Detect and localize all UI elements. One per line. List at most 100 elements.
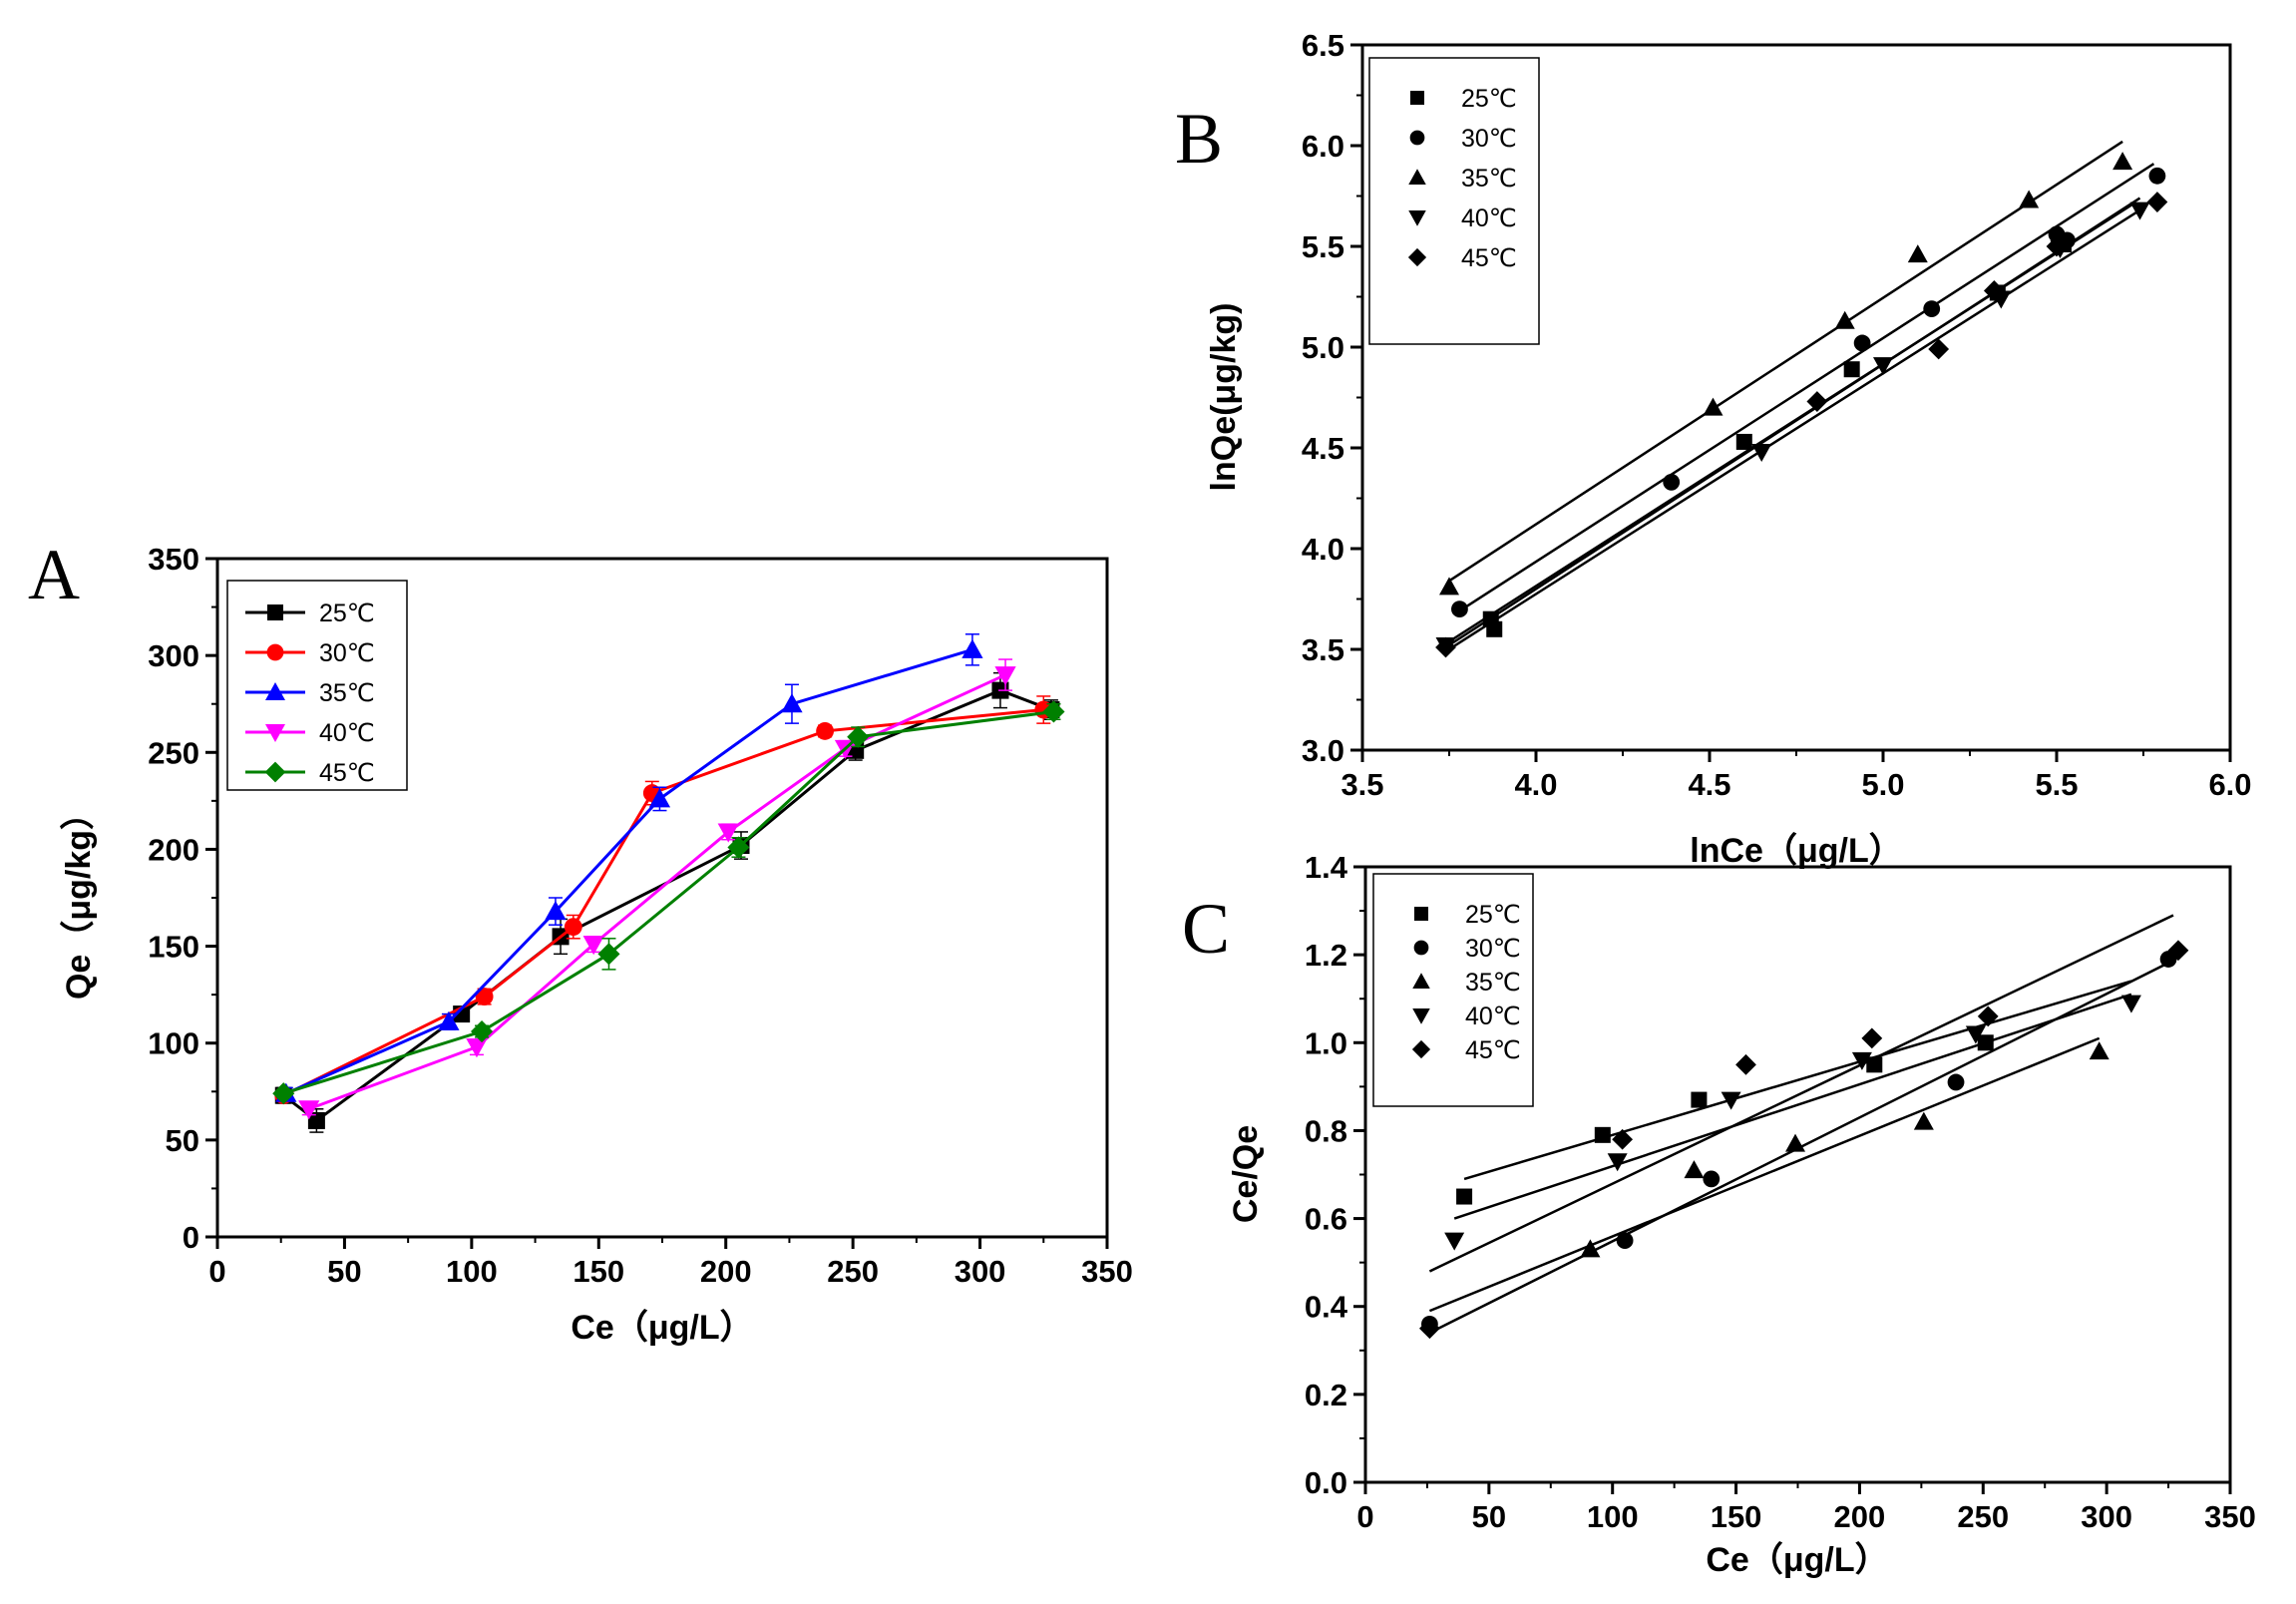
- data-point: [597, 943, 620, 966]
- legend-marker: [264, 761, 286, 783]
- data-point: [298, 1100, 320, 1120]
- legend: 25℃ 30℃ 35℃ 40℃ 45℃: [226, 580, 408, 791]
- legend-marker: [1410, 91, 1424, 105]
- data-point: [1419, 1318, 1440, 1340]
- legend-label: 40℃: [319, 719, 375, 747]
- series-5: [272, 700, 1065, 1105]
- x-tick-label: 100: [1587, 1499, 1639, 1534]
- y-tick-label: 200: [148, 832, 199, 867]
- legend-box: [226, 580, 408, 791]
- series-line: [282, 709, 1054, 1095]
- data-point: [1612, 1128, 1634, 1150]
- y-tick-label: 0.4: [1305, 1290, 1348, 1325]
- legend-marker: [1414, 907, 1428, 921]
- data-point: [2019, 190, 2040, 208]
- data-point: [781, 693, 803, 713]
- data-point: [2046, 235, 2068, 257]
- y-tick-label: 1.4: [1305, 850, 1348, 885]
- data-point: [2167, 940, 2189, 962]
- fit-line: [1444, 208, 2141, 653]
- y-tick-label: 250: [148, 735, 199, 770]
- data-point: [272, 1082, 295, 1105]
- data-point: [1594, 1126, 1611, 1143]
- x-tick-label: 0: [1356, 1499, 1373, 1534]
- y-tick-label: 0.6: [1305, 1202, 1347, 1237]
- data-point: [1703, 1170, 1721, 1188]
- data-point: [1913, 1111, 1934, 1130]
- data-point: [1435, 636, 1456, 658]
- legend-marker: [265, 724, 285, 742]
- legend-label: 40℃: [1461, 204, 1517, 232]
- x-tick-label: 350: [1081, 1254, 1133, 1289]
- y-tick-label: 1.0: [1305, 1025, 1347, 1060]
- data-point: [564, 918, 582, 937]
- data-point: [1983, 280, 2005, 301]
- x-tick-label: 50: [327, 1254, 361, 1289]
- data-point: [1607, 1153, 1628, 1172]
- data-point: [1873, 357, 1893, 376]
- legend-box: [1372, 873, 1534, 1107]
- x-axis-title: lnCe（μg/L）: [1690, 831, 1902, 870]
- x-tick-label: 200: [1834, 1499, 1886, 1534]
- legend-label: 25℃: [319, 600, 375, 627]
- y-tick-label: 5.0: [1302, 330, 1344, 365]
- legend-marker: [1407, 247, 1427, 267]
- series-3: [1428, 1036, 2109, 1313]
- data-point: [2148, 167, 2166, 185]
- y-tick-label: 5.5: [1302, 229, 1344, 264]
- y-tick-label: 0.2: [1305, 1378, 1347, 1412]
- data-point: [1965, 1025, 1986, 1044]
- legend-label: 45℃: [1461, 244, 1517, 272]
- data-point: [1977, 1005, 1999, 1027]
- data-point: [545, 900, 567, 921]
- series-4: [1444, 993, 2141, 1251]
- data-point: [1721, 1091, 1741, 1110]
- data-point: [1663, 473, 1681, 491]
- series-5: [1419, 914, 2189, 1340]
- legend-label: 30℃: [319, 639, 375, 667]
- x-tick-label: 4.5: [1688, 767, 1730, 802]
- x-tick-label: 100: [446, 1254, 498, 1289]
- data-point: [1851, 1051, 1872, 1070]
- x-tick-label: 250: [1957, 1499, 2009, 1534]
- legend-marker: [266, 643, 284, 661]
- x-tick-label: 3.5: [1340, 767, 1383, 802]
- legend-marker: [1408, 169, 1426, 185]
- y-tick-label: 3.5: [1302, 632, 1344, 667]
- y-tick-label: 6.0: [1302, 129, 1344, 164]
- legend-label: 30℃: [1465, 935, 1521, 963]
- series-3: [1439, 140, 2133, 596]
- legend-marker: [1413, 940, 1429, 956]
- panel-label: A: [28, 535, 80, 614]
- x-tick-label: 5.5: [2035, 767, 2078, 802]
- x-tick-label: 250: [827, 1254, 879, 1289]
- fit-line: [1428, 914, 2174, 1273]
- y-tick-label: 0: [183, 1220, 199, 1255]
- data-point: [1735, 433, 1752, 450]
- data-point: [1456, 1188, 1473, 1205]
- legend-marker: [1412, 1008, 1430, 1024]
- y-tick-label: 350: [148, 542, 199, 577]
- data-point: [471, 1020, 494, 1043]
- legend-label: 40℃: [1465, 1002, 1521, 1030]
- legend-marker: [1409, 130, 1425, 146]
- fit-line: [1428, 1036, 2101, 1313]
- x-axis-title: Ce（μg/L）: [1706, 1540, 1888, 1579]
- legend-label: 35℃: [319, 679, 375, 707]
- data-point: [466, 1038, 488, 1058]
- panel-label: B: [1175, 99, 1223, 179]
- legend-label: 35℃: [1465, 969, 1521, 997]
- data-point: [1703, 397, 1723, 416]
- data-point: [1691, 1091, 1708, 1108]
- data-point: [994, 666, 1016, 686]
- data-point: [816, 721, 835, 740]
- y-tick-label: 1.2: [1305, 938, 1347, 973]
- legend-marker: [265, 682, 285, 700]
- y-tick-label: 4.5: [1302, 431, 1344, 466]
- legend-label: 25℃: [1461, 85, 1517, 113]
- legend-label: 45℃: [1465, 1036, 1521, 1064]
- fit-line: [1453, 993, 2132, 1220]
- data-point: [1907, 244, 1928, 263]
- legend-marker: [1408, 210, 1426, 226]
- x-tick-label: 200: [700, 1254, 752, 1289]
